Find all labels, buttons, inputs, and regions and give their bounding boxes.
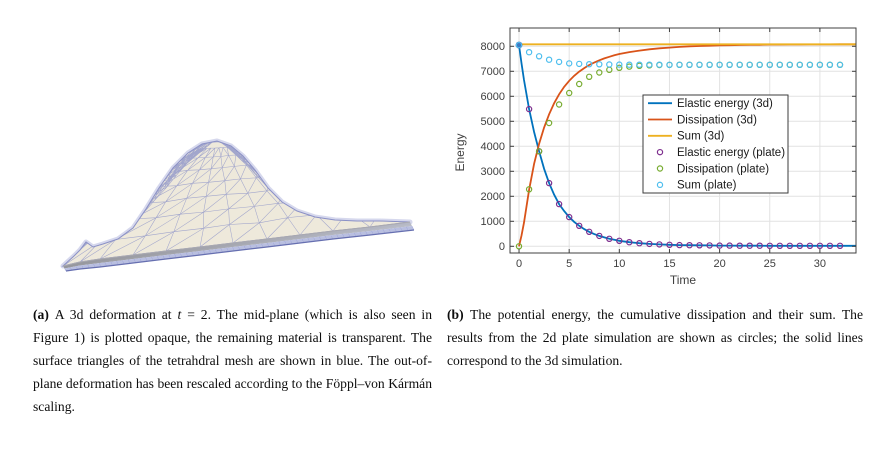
x-tick-label: 15	[663, 258, 675, 270]
y-tick-label: 8000	[481, 41, 505, 53]
y-axis-label: Energy	[453, 133, 467, 171]
y-tick-label: 7000	[481, 66, 505, 78]
x-tick-label: 10	[613, 258, 625, 270]
line-series	[518, 44, 856, 247]
legend-entry: Sum (3d)	[648, 131, 724, 143]
legend-label: Dissipation (plate)	[677, 163, 769, 175]
caption-text-segment: The potential energy, the cumulative dis…	[447, 307, 864, 368]
y-tick-label: 1000	[481, 216, 505, 228]
caption-text-segment: t	[177, 307, 182, 322]
plate-side-hatch	[64, 225, 415, 272]
caption-text-segment: = 2. The mid-plane (which is also seen i…	[33, 307, 433, 414]
legend-label: Dissipation (3d)	[677, 114, 757, 126]
caption-panel-b: (b) The potential energy, the cumulative…	[447, 303, 863, 372]
legend: Elastic energy (3d) Dissipation (3d) Sum (…	[642, 94, 789, 194]
x-tick-label: 25	[764, 258, 776, 270]
legend-label: Sum (3d)	[677, 131, 724, 143]
x-tick-label: 5	[566, 258, 572, 270]
energy-time-chart: 0 5 10 15 20 25 30 0 1000 2000 3000 4000 5000 6000 700…	[453, 27, 857, 287]
caption-panel-a: (a) A 3d deformation at t = 2. The mid-p…	[33, 303, 432, 418]
scatter-series	[515, 41, 844, 249]
axes-box	[509, 27, 857, 254]
y-tick-label: 6000	[481, 91, 505, 103]
caption-text-segment: (b)	[447, 307, 471, 322]
legend-entry: Sum (plate)	[656, 180, 737, 192]
y-tick-label: 3000	[481, 166, 505, 178]
plate-bottom-edge	[65, 229, 415, 272]
panel-b-energy-chart: 0 5 10 15 20 25 30 0 1000 2000 3000 4000 5000 6000 700…	[450, 8, 870, 303]
y-tick-label: 5000	[481, 116, 505, 128]
y-tick-label: 0	[499, 241, 505, 253]
legend-entry: Dissipation (plate)	[656, 163, 769, 175]
legend-entry: Dissipation (3d)	[648, 114, 757, 126]
x-tick-label: 0	[516, 258, 522, 270]
scatter-series	[515, 41, 844, 69]
deformation-mesh-rendering	[60, 138, 415, 272]
y-tick-label: 4000	[481, 141, 505, 153]
x-axis-label: Time	[670, 273, 697, 287]
x-tick-label: 30	[814, 258, 826, 270]
plot-series	[515, 41, 856, 250]
tick-labels: 0 5 10 15 20 25 30 0 1000 2000 3000 4000 5000 6000 700…	[481, 41, 827, 270]
x-tick-label: 20	[713, 258, 725, 270]
caption-text-segment: (a)	[33, 307, 55, 322]
surface-contact-edge	[62, 221, 411, 267]
legend-entry: Elastic energy (plate)	[656, 147, 785, 159]
y-tick-label: 2000	[481, 191, 505, 203]
legend-label: Elastic energy (plate)	[677, 147, 785, 159]
legend-entry: Elastic energy (3d)	[648, 98, 773, 110]
legend-label: Sum (plate)	[677, 180, 737, 192]
legend-label: Elastic energy (3d)	[677, 98, 773, 110]
caption-text-segment: A 3d deformation at	[54, 307, 178, 322]
panel-a-mesh-figure	[30, 38, 430, 285]
plate-front-shadow-band	[63, 222, 412, 269]
